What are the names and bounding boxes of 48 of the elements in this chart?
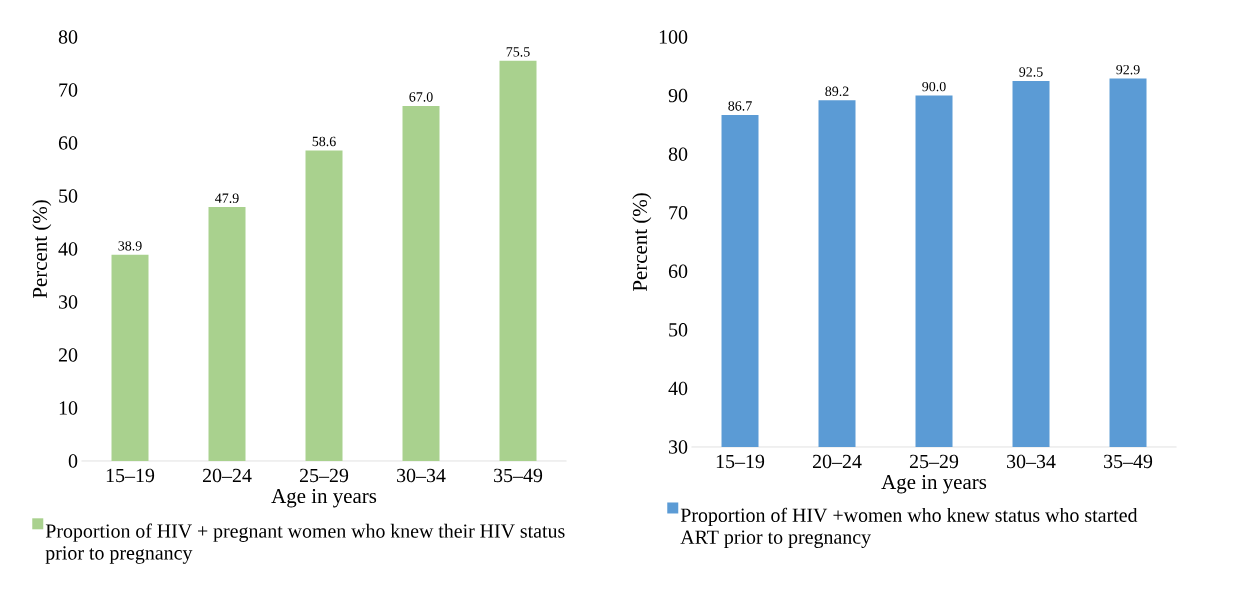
y-tick-label: 70: [669, 205, 688, 220]
y-tick-label: 50: [669, 323, 688, 337]
x-tick-label: 20–24: [812, 454, 862, 469]
x-axis-title: Age in years: [881, 475, 987, 494]
x-tick-label: 20–24: [202, 468, 252, 483]
y-axis-title: Percent (%): [632, 193, 652, 292]
data-label: 38.9: [118, 241, 142, 251]
bar: [499, 60, 537, 461]
x-tick-label: 30–34: [397, 468, 446, 483]
y-tick-label: 40: [668, 381, 688, 396]
y-tick-label: 60: [58, 136, 78, 150]
data-label: 47.9: [215, 193, 239, 203]
y-tick-label: 50: [59, 189, 78, 203]
data-label: 86.7: [728, 101, 752, 111]
y-tick-label: 80: [668, 147, 688, 161]
x-tick-label: 30–34: [1007, 454, 1056, 469]
y-tick-label: 30: [669, 440, 688, 454]
bar: [305, 150, 343, 461]
y-tick-label: 20: [58, 348, 78, 362]
y-axis-title: Percent (%): [32, 200, 52, 299]
x-tick-label: 35–49: [494, 468, 543, 483]
x-tick-label: 35–49: [1104, 454, 1153, 469]
data-label: 58.6: [312, 136, 336, 147]
y-tick-label: 70: [59, 83, 78, 97]
y-tick-label: 10: [59, 401, 78, 415]
legend-label: Proportion of HIV + pregnant women who knew their HIV status prior to pregnancy: [45, 523, 565, 564]
y-tick-label: 80: [58, 30, 78, 44]
y-tick-label: 100: [659, 30, 688, 44]
x-tick-label: 15–19: [106, 468, 155, 483]
y-tick-label: 40: [58, 242, 78, 256]
y-tick-label: 90: [668, 88, 688, 103]
data-label: 67.0: [409, 92, 433, 102]
data-label: 75.5: [506, 47, 530, 57]
data-label: 90.0: [922, 81, 946, 92]
y-tick-label: 30: [59, 295, 78, 309]
bar: [208, 207, 246, 461]
x-tick-label: 15–19: [716, 454, 765, 469]
bar: [111, 254, 149, 461]
x-axis-title: Age in years: [271, 489, 377, 508]
x-tick-label: 25–29: [299, 468, 349, 483]
legend-label: Proportion of HIV +women who knew status who started ART prior to pregnancy: [680, 507, 1138, 548]
data-label: 92.5: [1019, 67, 1043, 77]
y-tick-label: 60: [668, 264, 688, 278]
bar: [402, 105, 440, 461]
y-tick-label: 0: [68, 454, 78, 468]
x-tick-label: 25–29: [909, 454, 959, 469]
data-label: 89.2: [825, 86, 849, 97]
data-label: 92.9: [1116, 64, 1140, 75]
